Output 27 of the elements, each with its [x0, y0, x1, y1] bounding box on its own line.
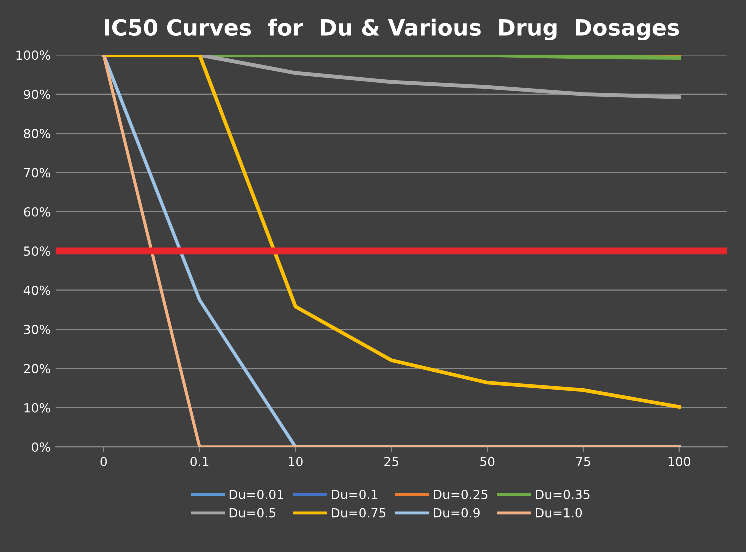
legend-label: Du=0.25 — [434, 490, 488, 500]
y-tick-label: 70% — [24, 168, 50, 178]
legend-label: Du=0.35 — [536, 490, 590, 500]
y-tick-label: 50% — [24, 246, 50, 256]
x-tick-label: 75 — [576, 457, 590, 467]
x-tick-label: 100 — [668, 457, 690, 467]
y-tick-label: 40% — [24, 286, 50, 296]
legend-label: Du=1.0 — [536, 508, 582, 518]
y-tick-label: 60% — [24, 207, 50, 217]
y-tick-label: 90% — [24, 90, 50, 100]
legend-label: Du=0.01 — [230, 490, 284, 500]
y-tick-label: 10% — [24, 403, 50, 413]
y-tick-label: 80% — [24, 129, 50, 139]
x-tick-label: 0.1 — [190, 457, 209, 467]
x-tick-label: 0 — [100, 457, 108, 467]
legend-label: Du=0.9 — [434, 508, 480, 518]
legend-label: Du=0.75 — [332, 508, 386, 518]
y-tick-label: 30% — [24, 325, 50, 334]
x-tick-label: 10 — [289, 457, 303, 467]
y-tick-label: 20% — [24, 364, 50, 374]
x-tick-label: 50 — [480, 457, 495, 467]
x-tick-label: 25 — [384, 457, 399, 467]
y-tick-label: 0% — [32, 442, 50, 452]
chart-title: IC50 Curves for Du & Various Drug Dosages — [105, 18, 680, 41]
legend-label: Du=0.5 — [230, 508, 276, 518]
legend-label: Du=0.1 — [332, 490, 378, 500]
y-tick-label: 100% — [16, 50, 50, 60]
